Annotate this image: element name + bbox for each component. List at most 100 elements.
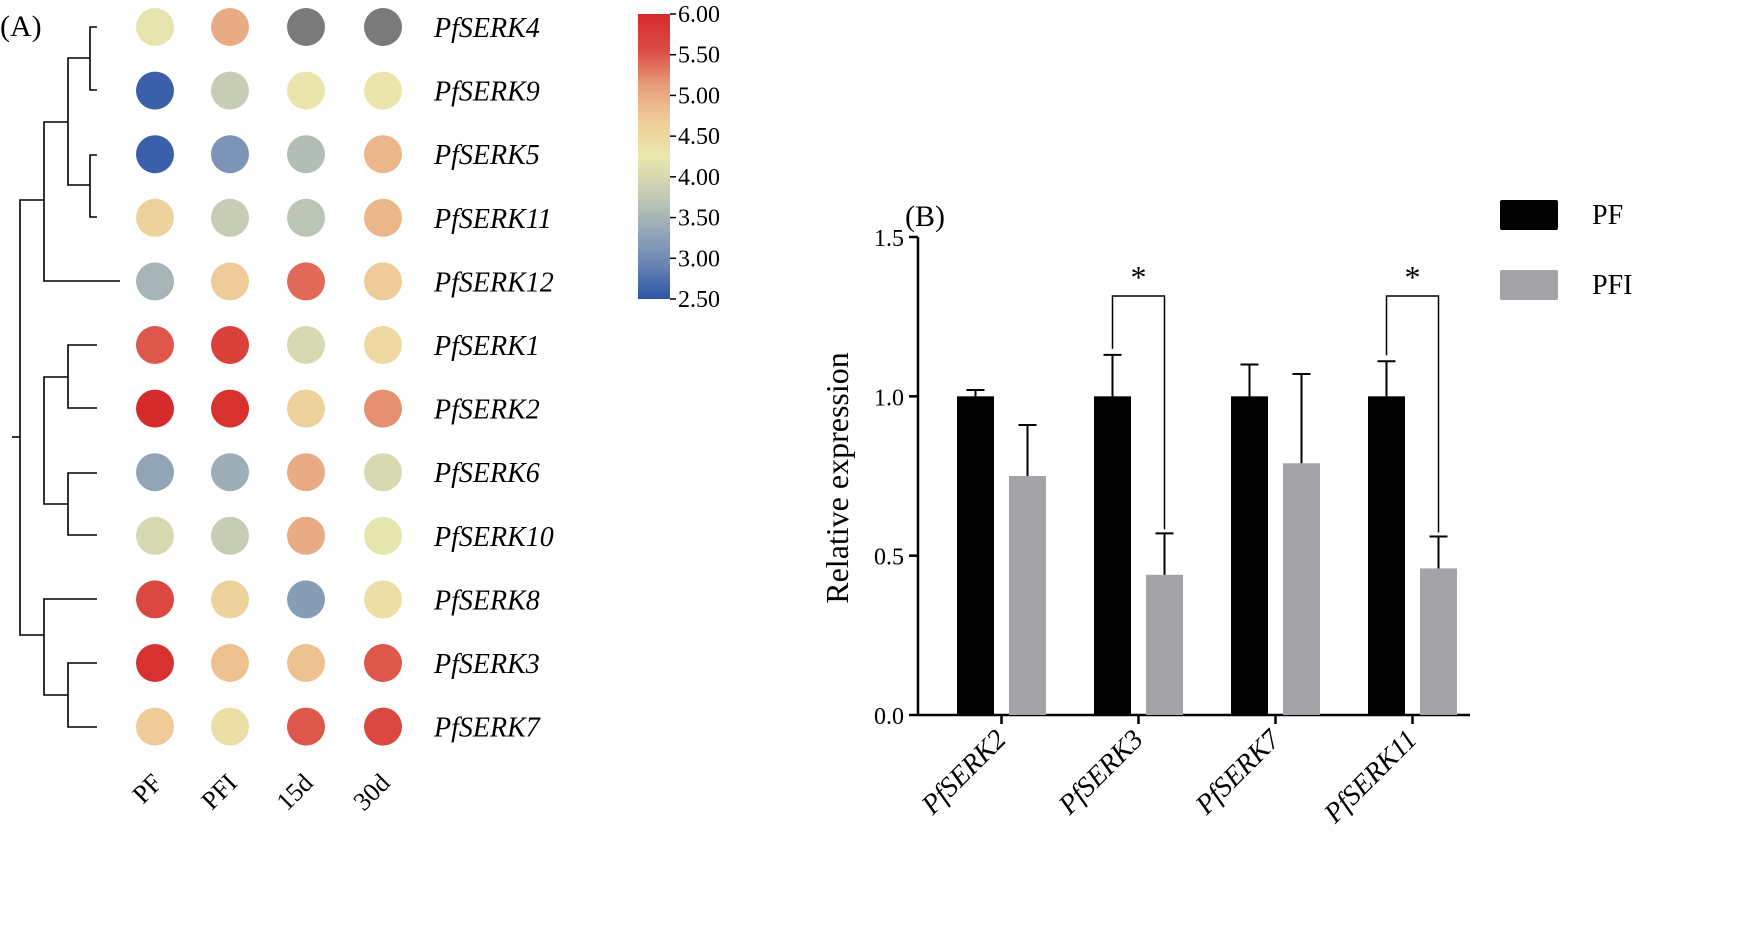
bar-pfi <box>1146 574 1183 715</box>
heatmap-dot <box>136 644 174 682</box>
legend: PF PFI <box>1500 200 1632 301</box>
heatmap-column-labels: PF PFI 15d 30d <box>127 768 396 816</box>
heatmap-dot <box>211 453 249 492</box>
heatmap-dot <box>364 580 402 619</box>
column-label: 15d <box>271 768 319 816</box>
heatmap-dot <box>211 71 249 110</box>
heatmap-dot <box>136 707 174 746</box>
heatmap-dots <box>136 8 402 746</box>
heatmap-dot <box>287 8 325 46</box>
heatmap-dot <box>364 262 402 301</box>
heatmap-dot <box>287 453 325 492</box>
heatmap-dot <box>211 198 249 237</box>
y-tick-label: 0.0 <box>874 704 904 730</box>
colorbar-tick-label: 2.50 <box>678 287 720 313</box>
colorbar-tick-label: 3.50 <box>678 206 720 232</box>
heatmap-dot <box>287 516 325 555</box>
x-tick-label: PfSERK3 <box>1052 724 1149 821</box>
gene-label: PfSERK11 <box>433 204 552 235</box>
legend-swatch-pf <box>1500 200 1558 230</box>
panel-a-label: (A) <box>0 10 42 43</box>
heatmap-dot <box>364 389 402 428</box>
column-label: PFI <box>196 768 243 815</box>
y-tick-label: 1.0 <box>874 385 904 411</box>
heatmap-dot <box>364 326 402 364</box>
gene-label: PfSERK8 <box>433 585 540 616</box>
bar-pfi <box>1283 463 1320 715</box>
bar-pf <box>957 396 994 715</box>
bar-pf <box>1368 396 1405 715</box>
heatmap-dot <box>136 135 174 174</box>
bar-chart: 0.0 0.5 1.0 1.5 Relative expression PfSERK2 Pf… <box>819 226 1470 830</box>
significance-star: * <box>1131 259 1147 295</box>
heatmap-dot <box>136 326 174 364</box>
panel-b-label: (B) <box>905 200 945 233</box>
heatmap-dot <box>287 580 325 619</box>
colorbar-bar <box>638 14 670 299</box>
heatmap-dot <box>287 389 325 428</box>
heatmap-dot <box>287 707 325 746</box>
colorbar: 6.00 5.50 5.00 4.50 4.00 3.50 3.00 2.50 <box>638 2 720 313</box>
colorbar-tick-label: 6.00 <box>678 2 720 28</box>
heatmap-dot <box>287 71 325 110</box>
y-tick-label: 1.5 <box>874 226 904 252</box>
heatmap-dot <box>136 8 174 46</box>
heatmap-dot <box>364 707 402 746</box>
heatmap-dot <box>211 516 249 555</box>
x-tick-label: PfSERK7 <box>1189 723 1287 821</box>
gene-label: PfSERK5 <box>433 140 540 171</box>
gene-label: PfSERK7 <box>433 713 541 744</box>
bar-pfi <box>1420 568 1457 715</box>
heatmap-dot <box>211 326 249 364</box>
heatmap-dot <box>136 71 174 110</box>
dendrogram <box>12 26 120 728</box>
heatmap-dot <box>287 135 325 174</box>
heatmap-dot <box>364 516 402 555</box>
heatmap-gene-labels: PfSERK4 PfSERK9 PfSERK5 PfSERK11 PfSERK12 PfS… <box>433 13 554 744</box>
heatmap-dot <box>364 644 402 682</box>
heatmap-dot <box>364 8 402 46</box>
heatmap-dot <box>287 262 325 301</box>
significance-bracket <box>1111 295 1166 530</box>
significance-star: * <box>1405 259 1421 295</box>
heatmap-dot <box>211 135 249 174</box>
heatmap-dot <box>136 453 174 492</box>
heatmap-dot <box>364 135 402 174</box>
gene-label: PfSERK12 <box>433 267 554 298</box>
gene-label: PfSERK9 <box>433 77 540 108</box>
heatmap-dot <box>211 262 249 301</box>
heatmap-dot <box>364 198 402 237</box>
y-tick-label: 0.5 <box>874 545 904 571</box>
heatmap-dot <box>287 326 325 364</box>
legend-label: PFI <box>1592 270 1632 301</box>
heatmap-dot <box>136 262 174 301</box>
gene-label: PfSERK3 <box>433 649 540 680</box>
heatmap-dot <box>364 453 402 492</box>
legend-label: PF <box>1592 200 1623 231</box>
gene-label: PfSERK2 <box>433 395 540 426</box>
x-tick-label: PfSERK2 <box>915 724 1012 821</box>
significance-bracket <box>1385 295 1440 533</box>
heatmap-dot <box>211 707 249 746</box>
heatmap-dot <box>287 644 325 682</box>
heatmap-dot <box>136 516 174 555</box>
heatmap-dot <box>211 644 249 682</box>
colorbar-tick-label: 5.50 <box>678 43 720 69</box>
y-axis-title: Relative expression <box>819 352 855 603</box>
bar-pf <box>1094 396 1131 715</box>
legend-swatch-pfi <box>1500 270 1558 300</box>
x-tick-label: PfSERK11 <box>1318 724 1424 830</box>
colorbar-tick-label: 5.00 <box>678 83 720 109</box>
heatmap-dot <box>211 580 249 619</box>
heatmap-dot <box>287 198 325 237</box>
gene-label: PfSERK10 <box>433 522 554 553</box>
gene-label: PfSERK4 <box>433 13 540 44</box>
colorbar-tick-label: 4.50 <box>678 124 720 150</box>
bar-pf <box>1231 396 1268 715</box>
heatmap-dot <box>136 198 174 237</box>
bar-pfi <box>1009 476 1046 715</box>
gene-label: PfSERK6 <box>433 458 540 489</box>
heatmap-dot <box>211 8 249 46</box>
heatmap-dot <box>136 389 174 428</box>
